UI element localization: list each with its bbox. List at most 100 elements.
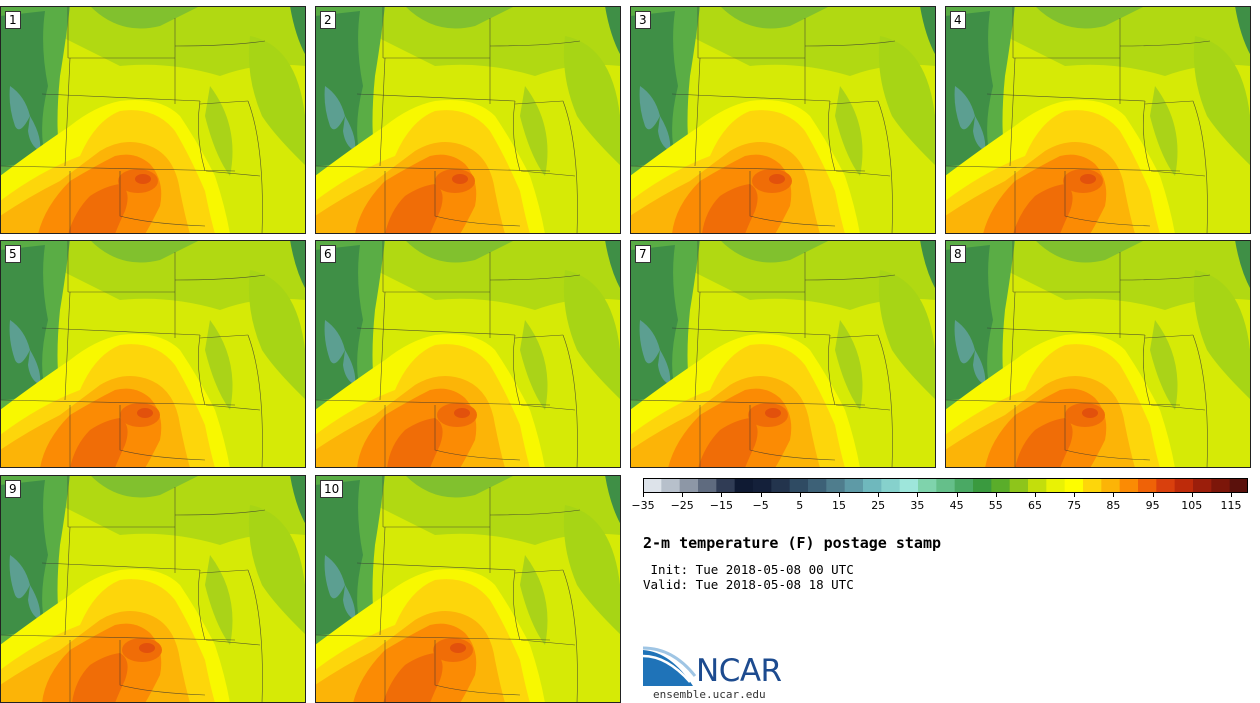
state-border: [877, 334, 893, 468]
colorbar-tick-label: 55: [988, 499, 1003, 512]
colorbar-tick-label: 25: [871, 499, 886, 512]
heat-peak: [769, 174, 785, 184]
state-border: [835, 170, 891, 177]
map-frame: [630, 240, 936, 468]
member-number-label: 10: [320, 480, 344, 498]
colorbar-swatch: [643, 478, 662, 493]
colorbar-swatch: [1174, 478, 1194, 493]
member-number-label: 9: [5, 480, 21, 498]
member-number-label: 2: [320, 11, 336, 29]
state-border: [205, 639, 261, 646]
alpine-region: [343, 585, 356, 620]
state-border: [514, 334, 564, 339]
init-time: Init: Tue 2018-05-08 00 UTC: [643, 562, 854, 577]
temperature-map: [630, 240, 936, 468]
alpine-region: [954, 86, 975, 130]
alpine-region: [28, 350, 41, 385]
state-border: [1144, 334, 1194, 339]
colorbar-swatch: [826, 478, 846, 493]
state-border: [198, 569, 206, 641]
state-border: [64, 291, 71, 401]
colorbar-swatch: [973, 478, 992, 493]
high-terrain-region: [0, 11, 48, 166]
alpine-region: [639, 86, 660, 130]
hottest-region: [698, 418, 758, 468]
temperature-map: [0, 240, 306, 468]
colorbar-tick-label: 75: [1067, 499, 1082, 512]
alpine-region: [973, 116, 986, 151]
north-plains-patch: [1035, 240, 1145, 263]
cool-patch: [520, 320, 548, 410]
north-plains-patch: [720, 6, 830, 29]
east-cool-region: [563, 36, 621, 166]
colorbar-tick-label: 15: [832, 499, 846, 512]
state-border: [562, 100, 578, 234]
state-border: [174, 40, 266, 47]
chart-title: 2-m temperature (F) postage stamp: [643, 534, 942, 552]
alpine-region: [639, 320, 660, 364]
state-border: [513, 334, 521, 406]
alpine-region: [954, 320, 975, 364]
colorbar-swatch: [954, 478, 974, 493]
colorbar-border: [643, 478, 1248, 493]
temperature-map: [315, 6, 621, 234]
colorbar-tick-label: 5: [796, 499, 804, 512]
state-border: [379, 291, 386, 401]
state-border: [379, 526, 386, 636]
colorbar-tick-label: 65: [1028, 499, 1042, 512]
state-border: [1150, 404, 1206, 411]
lake-shore-region: [605, 475, 621, 525]
east-cool-region: [563, 270, 621, 400]
colorbar-swatch: [844, 478, 864, 493]
colorbar-tick-mark: [917, 493, 919, 497]
map-frame: [315, 240, 621, 468]
map-frame: [315, 6, 621, 234]
state-border: [1192, 334, 1208, 468]
hottest-region: [387, 418, 443, 468]
cool-patch: [520, 86, 548, 176]
ensemble-member-map: 3: [630, 6, 936, 234]
colorbar-swatch: [991, 478, 1011, 493]
colorbar-swatch: [753, 478, 772, 493]
state-border: [804, 274, 896, 281]
east-cool-region: [563, 505, 621, 635]
colorbar-tick-label: −5: [752, 499, 769, 512]
state-border: [119, 171, 206, 227]
state-border: [174, 274, 266, 281]
alpine-region: [973, 350, 986, 385]
state-border: [1009, 291, 1016, 401]
north-plains-patch: [90, 6, 200, 29]
state-border: [630, 399, 866, 406]
state-border: [489, 274, 581, 281]
state-border: [315, 634, 551, 641]
heat-peak: [765, 408, 781, 418]
state-border: [514, 569, 564, 574]
lake-shore-region: [605, 6, 621, 56]
alpine-region: [9, 555, 30, 599]
ensemble-member-map: 6: [315, 240, 621, 468]
state-border: [64, 57, 71, 167]
hottest-region: [383, 653, 443, 703]
state-border: [520, 170, 576, 177]
lake-shore-region: [1235, 6, 1251, 56]
colorbar-tick-label: 45: [949, 499, 964, 512]
north-plains-patch: [90, 240, 200, 263]
state-border: [199, 334, 249, 339]
colorbar-swatch: [1119, 478, 1139, 493]
state-border: [828, 334, 836, 406]
alpine-region: [9, 320, 30, 364]
temperature-map: [315, 240, 621, 468]
logo-wordmark: NCAR: [696, 653, 782, 689]
member-number-label: 1: [5, 11, 21, 29]
north-plains-patch: [405, 240, 515, 263]
east-cool-region: [878, 36, 936, 166]
state-border: [749, 171, 836, 227]
member-number-label: 5: [5, 245, 21, 263]
high-terrain-region: [315, 245, 363, 400]
state-border: [1009, 57, 1016, 167]
east-cool-region: [248, 270, 306, 400]
alpine-region: [658, 350, 671, 385]
colorbar-tick-mark: [1191, 493, 1193, 497]
state-border: [205, 404, 261, 411]
map-frame: [0, 240, 306, 468]
